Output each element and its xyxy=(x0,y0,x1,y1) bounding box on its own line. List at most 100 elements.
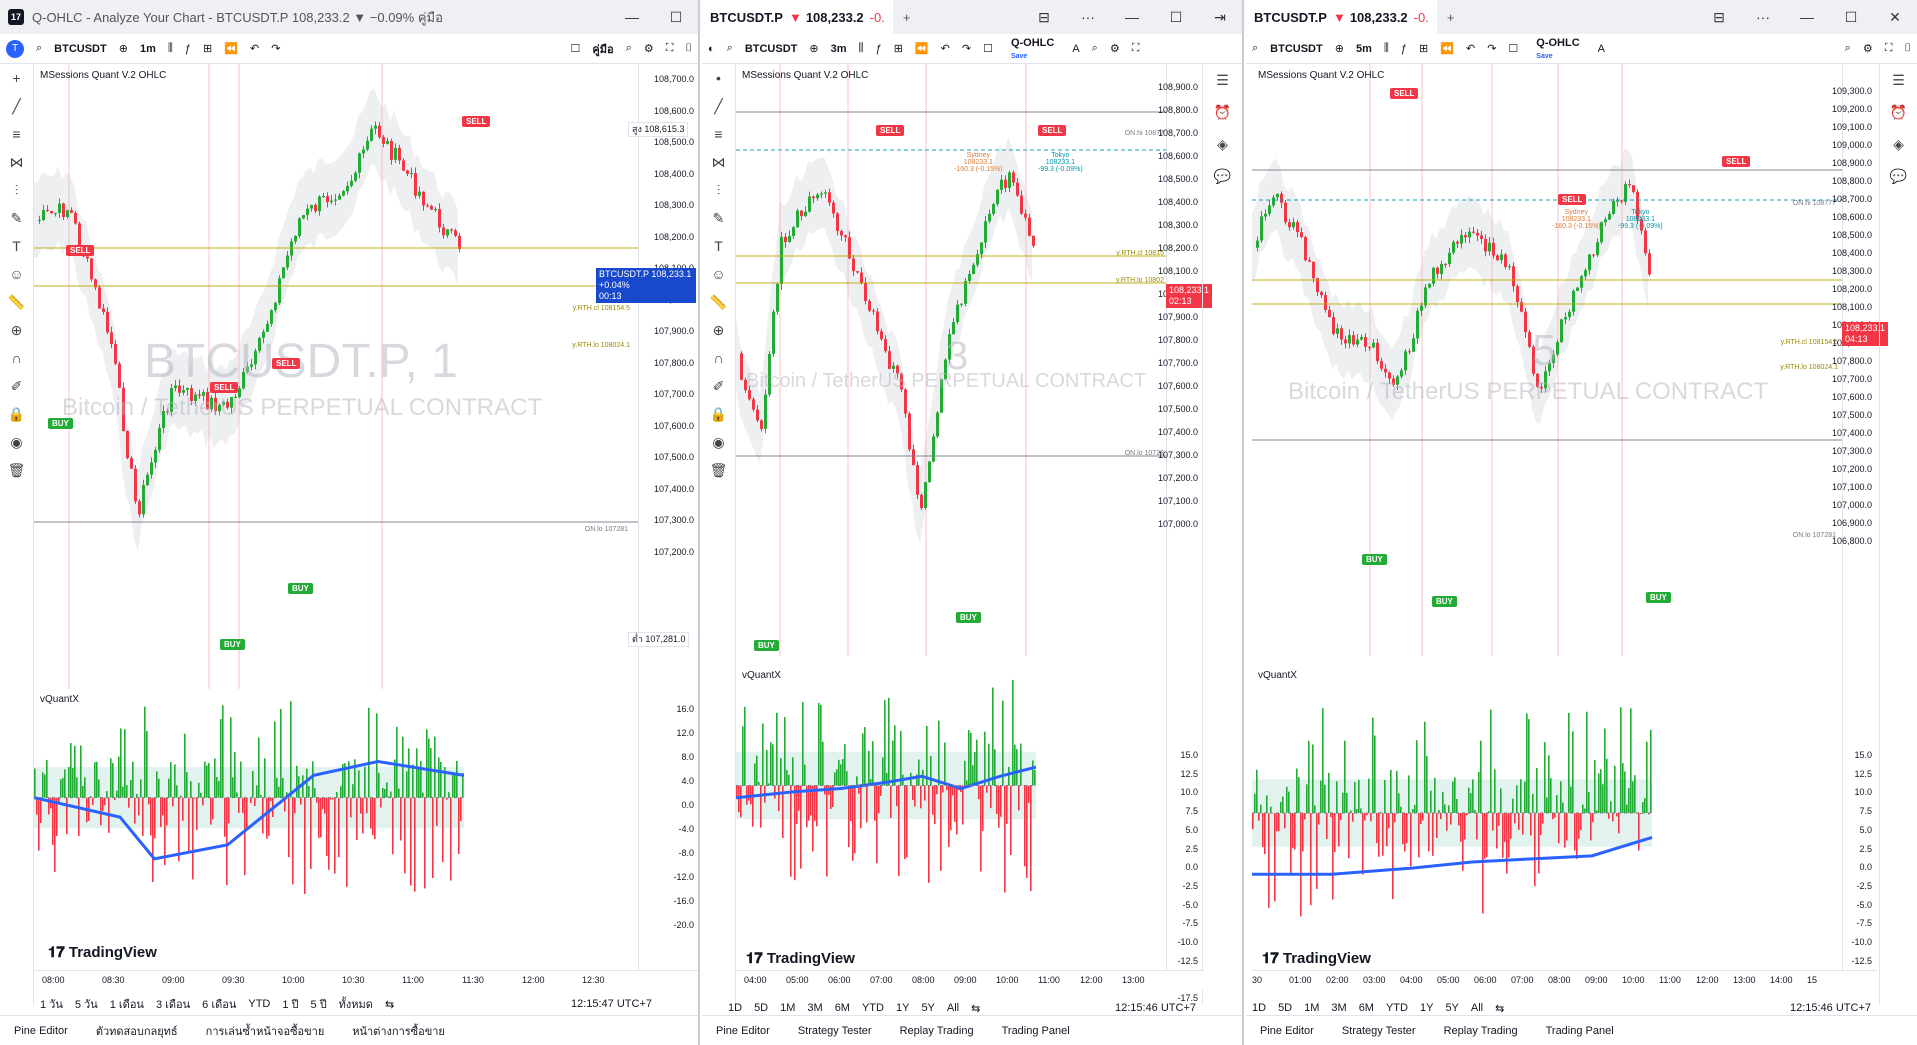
range-button[interactable]: ทั้งหมด xyxy=(338,999,373,1011)
panel-tab[interactable]: Pine Editor xyxy=(1260,1024,1314,1037)
settings-icon[interactable]: ⚙ xyxy=(643,43,654,55)
more-icon[interactable]: ··· xyxy=(1081,8,1095,25)
undo-icon[interactable]: ↶ xyxy=(940,43,950,55)
trash-icon[interactable]: 🗑 xyxy=(709,462,728,478)
time-axis[interactable]: 30 01:00 02:00 03:00 04:00 05:00 06:00 07:00 08:… xyxy=(1252,970,1878,990)
ruler-icon[interactable]: 📏 xyxy=(7,294,26,310)
redo-icon[interactable]: ↷ xyxy=(1487,43,1497,55)
lock-draw-icon[interactable]: ✐ xyxy=(10,378,23,394)
oscillator-pane[interactable]: vQuantX 𝟏𝟕 TradingView xyxy=(34,692,638,970)
symbol-search[interactable]: BTCUSDT xyxy=(54,42,107,55)
layout-name[interactable]: Q-OHLC Save xyxy=(1536,36,1580,60)
panel-tab[interactable]: หน้าต่างการซื้อขาย xyxy=(352,1025,445,1038)
fib-icon[interactable]: ≡ xyxy=(714,126,723,142)
ruler-icon[interactable]: 📏 xyxy=(709,294,728,310)
manual-link[interactable]: คู่มือ xyxy=(592,43,614,56)
range-button[interactable]: 1 เดือน xyxy=(109,999,144,1011)
indicators-icon[interactable]: ƒ xyxy=(184,42,192,55)
layout-icon[interactable]: ☐ xyxy=(570,43,581,55)
panel-tab[interactable]: Replay Trading xyxy=(1443,1024,1518,1037)
range-button[interactable]: 5Y xyxy=(921,1002,935,1014)
redo-icon[interactable]: ↷ xyxy=(961,43,972,55)
exit-icon[interactable]: ⇥ xyxy=(1214,8,1226,25)
zoom-icon[interactable]: ⊕ xyxy=(712,322,725,338)
compare-icon[interactable]: ⇆ xyxy=(971,1002,981,1015)
undo-icon[interactable]: ↶ xyxy=(249,43,260,55)
browser-tab[interactable]: BTCUSDT.P ▼ 108,233.2 -0. xyxy=(1246,0,1437,34)
range-button[interactable]: 1 ปี xyxy=(282,999,299,1011)
panel-tab[interactable]: Pine Editor xyxy=(716,1024,770,1037)
indicators-icon[interactable]: ƒ xyxy=(1400,42,1408,55)
maximize-icon[interactable]: ☐ xyxy=(669,8,683,25)
range-button[interactable]: YTD xyxy=(248,998,271,1010)
trash-icon[interactable]: 🗑 xyxy=(7,462,26,478)
chat-icon[interactable]: 💬 xyxy=(1889,168,1908,184)
candles-icon[interactable]: ⫼ xyxy=(858,42,864,54)
range-button[interactable]: All xyxy=(1470,1002,1484,1014)
zoom-icon[interactable]: ⊕ xyxy=(10,322,23,338)
price-axis[interactable]: 108,900.0 108,800.0 108,700.0 108,600.0 108,… xyxy=(1158,64,1204,1003)
price-axis[interactable]: 109,300.0 109,200.0 109,100.0 109,000.0 108,… xyxy=(1832,64,1878,984)
range-button[interactable]: 6 เดือน xyxy=(202,999,237,1011)
oscillator-pane[interactable]: vQuantX 𝟏𝟕 TradingView xyxy=(1252,660,1842,966)
templates-icon[interactable]: ⊞ xyxy=(1419,43,1429,55)
pattern-icon[interactable]: ⋈ xyxy=(9,154,24,170)
compare-icon[interactable]: ⇆ xyxy=(384,998,395,1011)
layers-icon[interactable]: ◈ xyxy=(1217,136,1228,152)
indicators-icon[interactable]: ƒ xyxy=(875,42,882,55)
templates-icon[interactable]: ⊞ xyxy=(893,43,903,55)
new-tab-icon[interactable]: + xyxy=(1446,9,1455,25)
avatar[interactable]: T xyxy=(6,39,24,58)
camera-icon[interactable]: ⌷ xyxy=(685,42,692,54)
add-symbol-icon[interactable]: ⊕ xyxy=(118,43,128,55)
close-icon[interactable]: ✕ xyxy=(1889,8,1901,25)
search-icon[interactable]: ⌕ xyxy=(1091,42,1098,54)
chat-icon[interactable]: 💬 xyxy=(1213,168,1232,184)
range-button[interactable]: 1D xyxy=(1252,1002,1267,1014)
browser-tab[interactable]: BTCUSDT.P ▼ 108,233.2 -0. xyxy=(702,0,893,34)
text-icon[interactable]: T xyxy=(714,238,723,254)
brush-icon[interactable]: ✎ xyxy=(10,210,23,226)
panel-tab[interactable]: Pine Editor xyxy=(14,1024,68,1037)
range-button[interactable]: All xyxy=(946,1002,960,1014)
settings-icon[interactable]: ⚙ xyxy=(1862,43,1873,55)
minimize-icon[interactable]: — xyxy=(1800,8,1814,25)
range-button[interactable]: 1D xyxy=(728,1002,743,1014)
interval-button[interactable]: 3m xyxy=(830,42,847,55)
templates-icon[interactable]: ⊞ xyxy=(203,43,213,55)
settings-icon[interactable]: ⚙ xyxy=(1109,43,1120,55)
main-chart[interactable]: MSessions Quant V.2 OHLC 5 Bitcoin / Tet… xyxy=(1252,64,1842,656)
maximize-icon[interactable]: ☐ xyxy=(1844,8,1858,25)
eye-icon[interactable]: ◉ xyxy=(712,434,725,450)
search-icon[interactable]: ⌕ xyxy=(1844,42,1851,54)
replay-icon[interactable]: ⏪ xyxy=(224,43,238,55)
layout-icon[interactable]: ⊟ xyxy=(1713,8,1725,25)
time-axis[interactable]: 08:00 08:30 09:00 09:30 10:00 10:30 11:00 11:30… xyxy=(34,970,698,990)
minimize-icon[interactable]: — xyxy=(1125,8,1139,25)
interval-button[interactable]: 5m xyxy=(1355,42,1372,55)
range-button[interactable]: 1M xyxy=(1304,1002,1320,1014)
range-button[interactable]: 6M xyxy=(1358,1002,1374,1014)
avatar[interactable]: ◐ xyxy=(708,42,715,55)
symbol-search[interactable]: BTCUSDT xyxy=(1270,42,1323,55)
layout-name[interactable]: Q-OHLC Save xyxy=(1010,36,1055,60)
search-icon[interactable]: ⌕ xyxy=(36,42,43,54)
time-axis[interactable]: 04:00 05:00 06:00 07:00 08:00 09:00 10:00 11:00… xyxy=(736,970,1204,990)
maximize-icon[interactable]: ☐ xyxy=(1169,8,1183,25)
main-chart[interactable]: MSessions Quant V.2 OHLC BTCUSDT.P, 1 Bi… xyxy=(34,64,638,689)
search-icon[interactable]: ⌕ xyxy=(1252,42,1259,54)
pattern-icon[interactable]: ⋈ xyxy=(711,154,726,170)
search-icon[interactable]: ⌕ xyxy=(625,42,632,54)
emoji-icon[interactable]: ☺ xyxy=(711,266,726,282)
undo-icon[interactable]: ↶ xyxy=(1465,43,1476,55)
trendline-icon[interactable]: ╱ xyxy=(12,98,21,114)
crosshair-icon[interactable]: + xyxy=(12,70,21,86)
search-icon[interactable]: ⌕ xyxy=(726,42,733,54)
brush-icon[interactable]: ✎ xyxy=(712,210,725,226)
alert-icon[interactable]: A xyxy=(1072,42,1080,55)
layers-icon[interactable]: ◈ xyxy=(1893,136,1904,152)
layout-icon[interactable]: ☐ xyxy=(983,43,993,55)
watchlist-icon[interactable]: ☰ xyxy=(1216,72,1229,88)
crosshair-icon[interactable]: • xyxy=(716,70,721,86)
range-button[interactable]: 5 ปี xyxy=(310,999,327,1011)
